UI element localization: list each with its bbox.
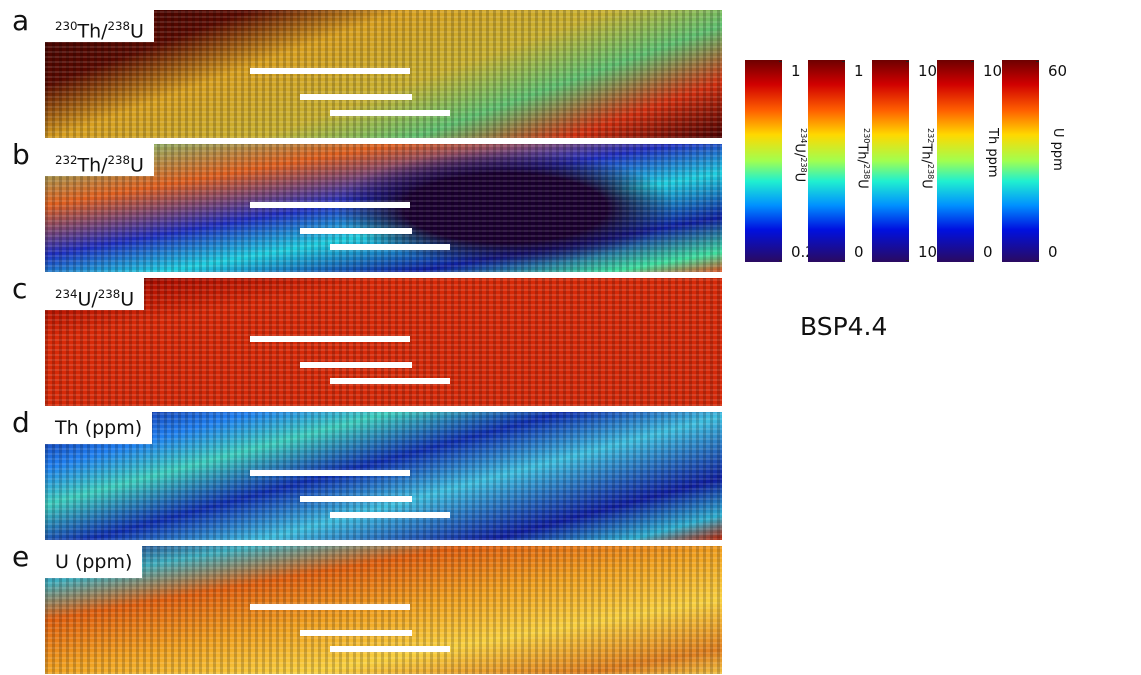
colorbar-title: 230Th/238U [855, 128, 871, 189]
map-gap [330, 646, 450, 652]
colorbar-tick [842, 61, 845, 62]
panel-label: 234U/238U [45, 278, 145, 311]
map-gap [330, 378, 450, 384]
text-part: 230 [55, 19, 78, 33]
colorbar-top-label: 10 [983, 62, 1002, 80]
colorbar-top-label: 1 [791, 62, 801, 80]
text-part: 238 [862, 163, 871, 180]
colorbar-tick [842, 260, 845, 261]
colorbar-tick [906, 61, 909, 62]
colorbar-title: Th ppm [985, 128, 1000, 177]
text-part: Th ppm [985, 128, 1000, 178]
text-part: U [854, 179, 870, 189]
colorbar-bottom-label: 0 [854, 243, 864, 261]
colorbar [872, 60, 909, 262]
text-part: U [918, 179, 934, 189]
panel-letter: b [12, 138, 30, 171]
panel-label: Th (ppm) [45, 412, 153, 444]
panel-letter: c [12, 272, 28, 305]
colorbar-tick [779, 61, 782, 62]
map-image [45, 412, 722, 540]
text-part: U [791, 172, 807, 183]
panel-label: 230Th/238U [45, 10, 154, 42]
panel-letter: d [12, 406, 30, 439]
text-part: 0 [854, 243, 864, 261]
text-part: 60 [1048, 62, 1068, 80]
text-part: 234 [799, 128, 808, 144]
text-part: 238 [107, 19, 130, 33]
panel-label: 232Th/238U [45, 144, 154, 176]
text-part: 234 [55, 287, 78, 301]
colorbar-tick [971, 61, 974, 62]
panel-label: U (ppm) [45, 546, 143, 578]
map-image [45, 546, 722, 674]
colorbar-top-label: 60 [1048, 62, 1067, 80]
map-gap [300, 362, 412, 368]
text-part: U/ [791, 143, 807, 158]
colorbar-bottom-label: 0 [983, 243, 993, 261]
colorbar [1002, 60, 1039, 262]
text-part: U ppm [1050, 128, 1065, 171]
text-part: Th/ [77, 154, 108, 177]
text-part: Th (ppm) [55, 417, 143, 439]
map-gap [330, 512, 450, 518]
colorbar [745, 60, 782, 262]
map-gap [250, 68, 410, 74]
text-part: Th/ [918, 143, 934, 164]
text-part: U [130, 20, 144, 43]
text-part: 230 [862, 128, 871, 144]
colorbar-title: 234U/238U [792, 128, 808, 182]
map-gap [300, 94, 412, 100]
map-gap [250, 336, 410, 342]
colorbar-tick [1036, 260, 1039, 261]
map-image [45, 10, 722, 138]
sample-label: BSP4.4 [800, 312, 888, 341]
text-part: 10 [918, 243, 938, 261]
text-part: 238 [107, 153, 130, 167]
text-part: 0 [983, 243, 993, 261]
text-part: 1 [854, 62, 864, 80]
text-part: 238 [97, 287, 121, 301]
colorbar-tick [779, 260, 782, 261]
colorbar [937, 60, 974, 262]
colorbar [808, 60, 845, 262]
map-image [45, 278, 722, 406]
map-gap [250, 470, 410, 476]
text-part: U (ppm) [55, 551, 133, 573]
panel-letter: a [12, 4, 30, 37]
colorbar-title: 232Th/238U [919, 128, 935, 189]
map-image [45, 144, 722, 272]
map-gap [250, 202, 410, 208]
colorbar-tick [1036, 61, 1039, 62]
colorbar-tick [971, 260, 974, 261]
text-part: 1 [791, 62, 801, 80]
text-part: 10 [918, 62, 938, 80]
map-gap [250, 604, 410, 610]
text-part: 238 [926, 163, 935, 180]
text-part: Th/ [77, 20, 108, 43]
map-gap [330, 110, 450, 116]
text-part: 0 [1048, 243, 1058, 261]
text-part: Th/ [854, 143, 870, 164]
map-gap [330, 244, 450, 250]
panel-letter: e [12, 540, 30, 573]
text-part: U [120, 288, 135, 311]
text-part: 10 [983, 62, 1003, 80]
text-part: U/ [77, 288, 98, 311]
map-gap [300, 496, 412, 502]
text-part: 232 [926, 128, 935, 144]
map-gap [300, 630, 412, 636]
text-part: 232 [55, 153, 78, 167]
colorbar-bottom-label: 0 [1048, 243, 1058, 261]
colorbar-title: U ppm [1050, 128, 1065, 171]
colorbar-tick [906, 260, 909, 261]
map-gap [300, 228, 412, 234]
text-part: U [130, 154, 144, 177]
text-part: 238 [799, 157, 808, 173]
colorbar-top-label: 1 [854, 62, 864, 80]
